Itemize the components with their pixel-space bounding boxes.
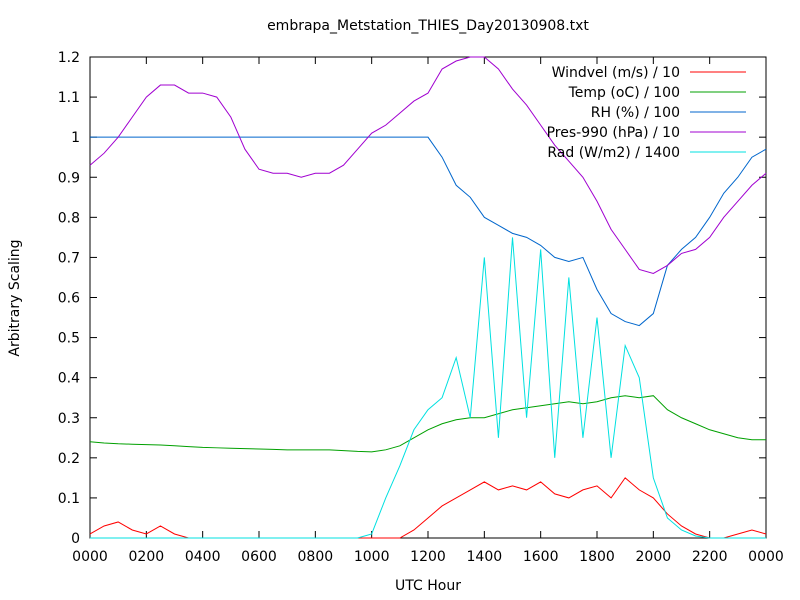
- x-tick-label: 1800: [579, 549, 615, 565]
- x-tick-label: 0600: [241, 549, 277, 565]
- chart-title: embrapa_Metstation_THIES_Day20130908.txt: [267, 18, 589, 34]
- y-tick-label: 0: [71, 531, 80, 547]
- legend-label: RH (%) / 100: [591, 105, 680, 121]
- x-tick-label: 1600: [523, 549, 559, 565]
- x-tick-label: 1000: [354, 549, 390, 565]
- series-line: [90, 237, 766, 539]
- x-tick-label: 0000: [72, 549, 108, 565]
- x-tick-label: 0400: [185, 549, 221, 565]
- y-tick-label: 0.8: [58, 210, 80, 226]
- y-tick-label: 0.9: [58, 170, 80, 186]
- x-tick-label: 0800: [298, 549, 334, 565]
- y-tick-label: 0.5: [58, 331, 80, 347]
- y-tick-label: 1.2: [58, 50, 80, 66]
- y-tick-label: 0.4: [58, 371, 80, 387]
- x-tick-label: 1200: [410, 549, 446, 565]
- y-tick-label: 0.7: [58, 250, 80, 266]
- x-tick-label: 1400: [467, 549, 503, 565]
- y-tick-label: 1: [71, 130, 80, 146]
- series-line: [90, 136, 767, 327]
- series-line: [89, 56, 767, 274]
- y-tick-label: 0.3: [58, 411, 80, 427]
- x-tick-label: 0200: [129, 549, 165, 565]
- legend-label: Pres-990 (hPa) / 10: [547, 125, 680, 141]
- series-line: [89, 395, 766, 453]
- y-tick-label: 0.6: [58, 291, 80, 307]
- y-tick-label: 0.2: [58, 451, 80, 467]
- y-tick-label: 0.1: [58, 491, 80, 507]
- legend-label: Rad (W/m2) / 1400: [547, 145, 680, 161]
- x-axis-label: UTC Hour: [395, 578, 461, 594]
- x-tick-label: 0000: [748, 549, 784, 565]
- x-tick-label: 2200: [692, 549, 728, 565]
- y-axis-label: Arbitrary Scaling: [7, 239, 23, 356]
- legend-label: Windvel (m/s) / 10: [552, 65, 680, 81]
- x-tick-label: 2000: [636, 549, 672, 565]
- y-tick-label: 1.1: [58, 90, 80, 106]
- legend-label: Temp (oC) / 100: [568, 85, 680, 101]
